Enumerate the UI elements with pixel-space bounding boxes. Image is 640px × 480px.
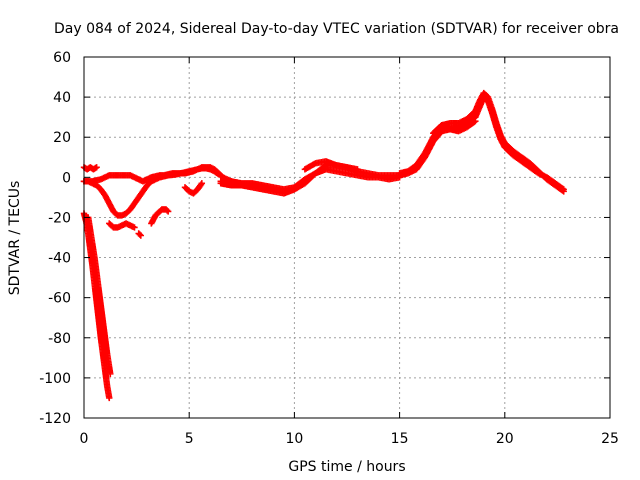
x-tick-label: 10	[285, 431, 303, 447]
data-point	[163, 207, 171, 214]
x-tick-label: 20	[496, 431, 514, 447]
data-point	[107, 370, 114, 378]
series-arc-mid-dip	[181, 180, 206, 197]
data-point	[106, 394, 113, 402]
data-point	[197, 181, 205, 188]
data-point	[93, 164, 100, 171]
y-tick-label: -100	[39, 371, 71, 387]
series-arc-steep-drop-2	[85, 214, 114, 378]
data-point	[137, 232, 145, 239]
data-point	[164, 208, 172, 215]
x-tick-label: 0	[80, 431, 89, 447]
data-point	[354, 166, 361, 173]
y-tick-label: 0	[62, 170, 71, 186]
ticks	[83, 56, 611, 419]
y-tick-label: 40	[53, 90, 71, 106]
series-arc-lower-ramp	[106, 220, 138, 231]
data-point	[560, 188, 567, 195]
data-point	[198, 180, 206, 187]
y-tick-label: 20	[53, 130, 71, 146]
data-point	[559, 187, 566, 194]
y-tick-label: -80	[48, 331, 71, 347]
x-axis-label: GPS time / hours	[288, 459, 405, 475]
chart-title: Day 084 of 2024, Sidereal Day-to-day VTE…	[54, 21, 619, 37]
series-arc-afternoon-3	[430, 117, 479, 137]
y-tick-label: 60	[53, 50, 71, 66]
x-tick-labels: 0 5 10 15 20 25	[80, 431, 619, 447]
series-arc-down-swoop	[80, 165, 222, 219]
y-tick-label: -40	[48, 251, 71, 267]
data-point	[215, 171, 222, 178]
y-tick-label: -60	[48, 291, 71, 307]
grid	[84, 57, 610, 418]
y-tick-label: -20	[48, 210, 71, 226]
series-arc-lower-small	[135, 230, 145, 239]
series-arc-left-rise	[148, 206, 172, 227]
y-axis-label: SDTVAR / TECUs	[7, 181, 23, 296]
data-layer	[80, 89, 567, 402]
x-tick-label: 25	[601, 431, 619, 447]
data-point	[470, 118, 478, 126]
data-point	[136, 231, 143, 238]
x-tick-label: 5	[185, 431, 194, 447]
y-tick-labels: -120 -100 -80 -60 -40 -20 0 20 40 60	[39, 50, 71, 427]
series-arc-midday-3	[301, 158, 361, 173]
plot-frame	[83, 56, 611, 419]
y-tick-label: -120	[39, 411, 71, 427]
series-arc-afternoon	[396, 93, 567, 193]
data-point	[472, 117, 479, 125]
x-tick-label: 15	[391, 431, 409, 447]
data-point	[131, 224, 138, 231]
